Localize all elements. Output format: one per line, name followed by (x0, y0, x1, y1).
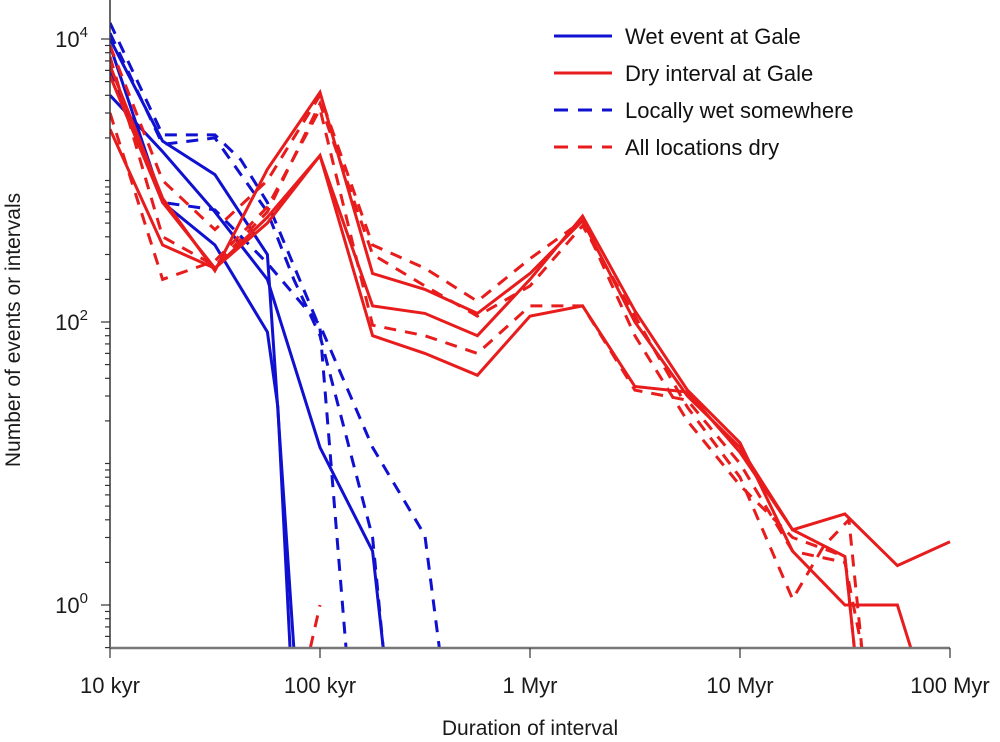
y-tick-exponent: 0 (80, 590, 88, 607)
legend-entry-all-dry: All locations dry (554, 135, 779, 160)
series-line-wet-dashed-5 (110, 69, 441, 648)
legend: Wet event at Gale Dry interval at Gale L… (554, 24, 854, 160)
x-tick-label: 100 Myr (910, 673, 989, 698)
y-tick-exponent: 4 (80, 24, 88, 41)
legend-entry-dry-gale: Dry interval at Gale (554, 61, 813, 86)
x-tick-label: 10 kyr (80, 673, 140, 698)
series-layer (110, 22, 951, 648)
legend-entry-locally-wet: Locally wet somewhere (554, 98, 854, 123)
legend-label-locally-wet: Locally wet somewhere (625, 98, 854, 123)
series-line-wet-dashed-4 (110, 32, 385, 648)
legend-label-all-dry: All locations dry (625, 135, 779, 160)
series-line-dry-solid-7 (110, 75, 913, 648)
y-tick-exponent: 2 (80, 307, 88, 324)
series-line-dry-dashed-10 (110, 56, 864, 648)
axes: 10 kyr 100 kyr 1 Myr 10 Myr 100 Myr 10010210… (55, 0, 990, 698)
legend-entry-wet-gale: Wet event at Gale (554, 24, 801, 49)
y-tick-base: 10 (55, 310, 79, 335)
y-tick-base: 10 (55, 27, 79, 52)
legend-label-dry-gale: Dry interval at Gale (625, 61, 813, 86)
series-line-wet-solid-2 (110, 94, 385, 648)
series-line-dry-dashed-11 (110, 104, 864, 648)
series-line-dry-dashed-12 (308, 604, 322, 648)
x-tick-label: 100 kyr (284, 673, 356, 698)
legend-label-wet-gale: Wet event at Gale (625, 24, 801, 49)
x-tick-label: 10 Myr (706, 673, 773, 698)
y-tick-base: 10 (55, 593, 79, 618)
x-tick-label: 1 Myr (503, 673, 558, 698)
plot-area (110, 22, 951, 648)
series-line-dry-dashed-9 (110, 44, 856, 648)
series-line-dry-solid-8 (110, 128, 856, 648)
y-tick-label: 102 (55, 307, 88, 335)
y-axis-title: Number of events or intervals (2, 193, 25, 467)
x-ticks: 10 kyr 100 kyr 1 Myr 10 Myr 100 Myr (80, 648, 990, 698)
series-line-wet-dashed-3 (110, 22, 348, 648)
y-tick-label: 104 (55, 24, 88, 52)
series-line-dry-solid-6 (110, 64, 951, 568)
x-axis-title: Duration of interval (442, 717, 618, 740)
y-tick-label: 100 (55, 590, 88, 618)
